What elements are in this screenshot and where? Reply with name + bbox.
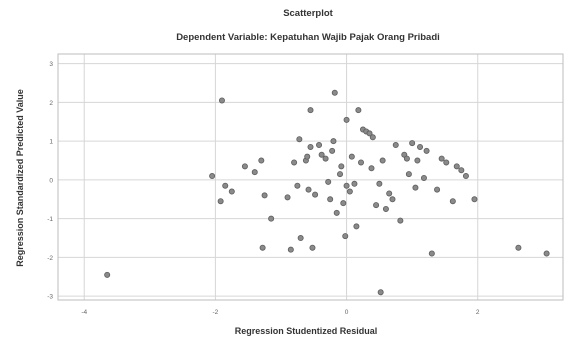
y-tick-label: -3 <box>47 294 53 301</box>
scatter-point <box>366 130 373 137</box>
scatter-point <box>312 191 319 198</box>
scatter-point <box>305 186 312 193</box>
scatter-point <box>318 151 325 158</box>
scatter-point <box>307 107 314 114</box>
scatter-point <box>373 202 380 209</box>
scatter-point <box>338 163 345 170</box>
scatter-point <box>251 169 258 176</box>
scatter-point <box>462 173 469 180</box>
scatter-point <box>333 209 340 216</box>
scatter-point <box>222 182 229 189</box>
scatter-point <box>543 250 550 257</box>
scatter-point <box>296 136 303 143</box>
scatter-point <box>405 171 412 178</box>
scatter-point <box>307 143 314 150</box>
scatter-point <box>329 147 336 154</box>
scatter-point <box>258 157 265 164</box>
x-tick-label: 2 <box>476 309 480 316</box>
chart-subtitle: Dependent Variable: Kepatuhan Wajib Paja… <box>176 32 440 43</box>
y-tick-label: 2 <box>49 100 53 107</box>
scatter-point <box>259 244 266 251</box>
scatter-point <box>287 246 294 253</box>
scatter-point <box>382 205 389 212</box>
scatter-point <box>449 198 456 205</box>
y-tick-label: 0 <box>49 177 53 184</box>
scatter-point <box>294 182 301 189</box>
scatter-point <box>337 171 344 178</box>
chart-title: Scatterplot <box>283 8 333 19</box>
scatter-point <box>428 250 435 257</box>
scatter-point <box>353 223 360 230</box>
scatter-point <box>331 89 338 96</box>
y-tick-labels: -3 -2 -1 0 1 2 3 <box>47 61 53 300</box>
scatter-point <box>389 196 396 203</box>
scatter-point <box>438 155 445 162</box>
x-tick-label: 0 <box>345 309 349 316</box>
x-tick-label: -4 <box>81 309 87 316</box>
y-tick-label: 1 <box>49 139 53 146</box>
scatter-point <box>420 174 427 181</box>
scatter-point <box>443 159 450 166</box>
scatter-point <box>403 155 410 162</box>
scatter-point <box>342 233 349 240</box>
scatter-point <box>322 155 329 162</box>
y-tick-label: 3 <box>49 61 53 68</box>
scatter-point <box>348 153 355 160</box>
scatter-point <box>453 163 460 170</box>
scatter-point <box>471 196 478 203</box>
scatter-point <box>414 157 421 164</box>
scatter-point <box>346 188 353 195</box>
scatter-point <box>458 167 465 174</box>
scatter-point <box>297 235 304 242</box>
scatter-point <box>304 153 311 160</box>
scatter-point <box>379 157 386 164</box>
scatter-point <box>316 142 323 149</box>
scatter-point <box>340 200 347 207</box>
scatter-point <box>412 184 419 191</box>
scatter-point <box>369 134 376 141</box>
x-tick-label: -2 <box>213 309 219 316</box>
scatter-point <box>392 142 399 149</box>
y-tick-label: -2 <box>47 255 53 262</box>
scatter-point <box>351 180 358 187</box>
scatter-point <box>423 147 430 154</box>
scatter-point <box>343 116 350 123</box>
scatter-point <box>284 194 291 201</box>
plot-frame <box>57 53 564 301</box>
scatter-point <box>357 159 364 166</box>
scatter-point <box>417 143 424 150</box>
scatter-point <box>218 97 225 104</box>
scatter-point <box>368 165 375 172</box>
y-tick-label: -1 <box>47 216 53 223</box>
data-points <box>104 89 550 296</box>
scatter-point <box>209 173 216 180</box>
y-axis-label: Regression Standardized Predicted Value <box>15 89 25 267</box>
scatter-point <box>261 192 268 199</box>
scatter-point <box>217 198 224 205</box>
scatter-point <box>355 107 362 114</box>
x-axis-label: Regression Studentized Residual <box>235 326 378 336</box>
grid-lines <box>58 54 563 300</box>
scatter-point <box>515 244 522 251</box>
scatter-point <box>241 163 248 170</box>
scatter-point <box>309 244 316 251</box>
x-tick-labels: -4 -2 0 2 <box>81 309 480 316</box>
scatter-point <box>343 182 350 189</box>
scatter-point <box>228 188 235 195</box>
scatter-point <box>377 289 384 296</box>
scatter-point <box>268 215 275 222</box>
scatter-point <box>325 178 332 185</box>
scatter-point <box>291 159 298 166</box>
scatter-point <box>104 271 111 278</box>
scatter-point <box>397 217 404 224</box>
scatter-point <box>376 180 383 187</box>
scatter-point <box>409 140 416 147</box>
scatter-point <box>330 138 337 145</box>
scatter-point <box>327 196 334 203</box>
scatter-point <box>434 186 441 193</box>
scatter-point <box>386 190 393 197</box>
